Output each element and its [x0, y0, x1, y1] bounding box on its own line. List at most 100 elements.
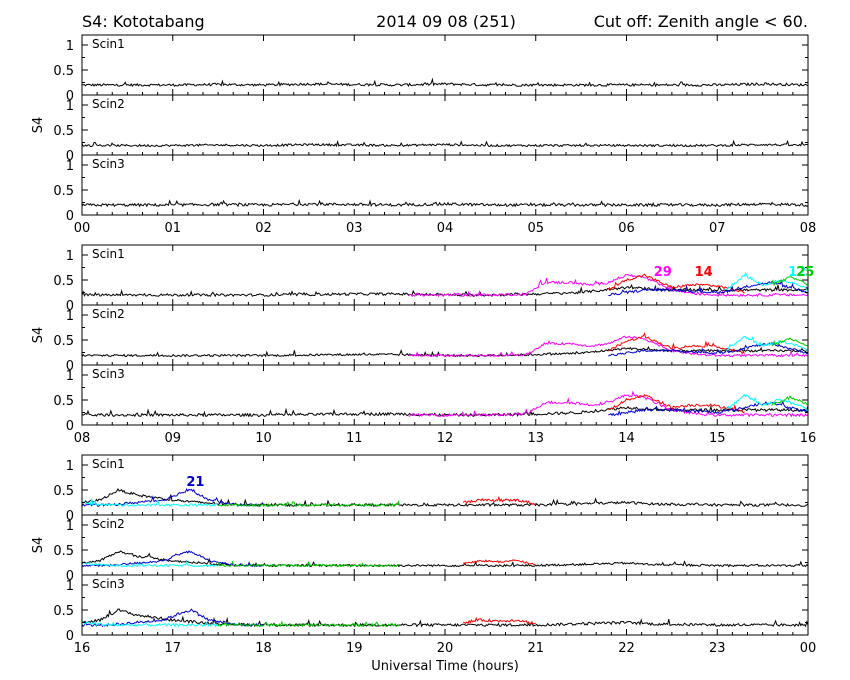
panel-label: Scin2	[92, 307, 125, 321]
series-line-c3	[81, 560, 219, 568]
series-line-c3	[726, 271, 809, 292]
y-tick-label: 0	[66, 419, 74, 434]
series-line-base	[81, 198, 809, 208]
x-tick-label: 08	[800, 221, 817, 236]
y-axis-title: S4	[31, 537, 46, 554]
y-tick-label: 0	[66, 569, 74, 584]
series-line-c4	[771, 337, 809, 347]
y-tick-label: 1	[66, 309, 74, 324]
x-tick-label: 22	[618, 641, 635, 656]
series-line-base	[81, 77, 809, 88]
x-tick-label: 23	[709, 641, 726, 656]
panel-1-scin2: 0 0.5 1 Scin2	[53, 94, 809, 164]
series-line-base	[81, 608, 809, 628]
x-axis-title: Universal Time (hours)	[371, 659, 519, 674]
panel-3-scin1: 0 0.5 1 Scin1 21	[53, 454, 809, 524]
x-tick-label: 06	[618, 221, 635, 236]
x-tick-label: 12	[437, 431, 454, 446]
x-tick-label: 03	[346, 221, 363, 236]
header-station: S4: Kototabang	[82, 12, 205, 31]
series-line-c2	[608, 332, 745, 355]
x-tick-label: 19	[346, 641, 363, 656]
y-tick-label: 0.5	[53, 484, 74, 499]
y-tick-label: 0.5	[53, 394, 74, 409]
panel-label: Scin3	[92, 367, 125, 381]
y-tick-label: 0.5	[53, 184, 74, 199]
header-date: 2014 09 08 (251)	[376, 12, 516, 31]
x-tick-label: 21	[527, 641, 544, 656]
x-tick-label: 17	[164, 641, 181, 656]
y-tick-label: 0.5	[53, 544, 74, 559]
series-line-base	[81, 139, 809, 148]
y-tick-label: 1	[66, 459, 74, 474]
x-tick-label: 08	[74, 431, 91, 446]
series-line-base	[81, 488, 809, 508]
series-line-c2	[463, 559, 537, 566]
y-tick-label: 0.5	[53, 274, 74, 289]
y-tick-label: 1	[66, 369, 74, 384]
prn-label-14: 14	[695, 265, 713, 280]
series-line-c2	[608, 273, 745, 294]
y-tick-label: 0	[66, 509, 74, 524]
series-line-c4	[218, 500, 401, 508]
chart-group-1: 0 0.5 1 Scin1 0 0.5 1 Scin2 0 0.5 1 Scin3 00 01 02 03 04…	[31, 34, 817, 236]
series-line-c2	[608, 394, 745, 414]
x-tick-label: 00	[74, 221, 91, 236]
y-tick-label: 0.5	[53, 64, 74, 79]
x-tick-label: 14	[618, 431, 635, 446]
series-line-c3	[81, 621, 219, 628]
series-line-c2	[462, 495, 537, 506]
series-line-c3	[726, 393, 809, 411]
panel-3-scin2: 0 0.5 1 Scin2	[53, 514, 809, 584]
chart-group-3: 0 0.5 1 Scin1 21 0 0.5 1 Scin2 0 0.5 1 Scin3 16 17 18 19…	[31, 454, 816, 656]
x-tick-label: 11	[346, 431, 363, 446]
series-line-c1	[408, 335, 808, 358]
series-line-c2	[463, 616, 536, 625]
y-tick-label: 0	[66, 89, 74, 104]
panel-frame	[81, 574, 809, 636]
y-tick-label: 0.5	[53, 334, 74, 349]
panel-frame	[81, 154, 809, 216]
x-tick-label: 01	[164, 221, 181, 236]
y-tick-label: 0.5	[53, 124, 74, 139]
x-tick-label: 04	[437, 221, 454, 236]
header-cutoff: Cut off: Zenith angle < 60.	[594, 12, 808, 31]
series-line-c1	[408, 390, 809, 418]
panel-2-scin2: 0 0.5 1 Scin2	[53, 304, 809, 374]
series-line-c3	[726, 335, 809, 352]
panel-1-scin3: 0 0.5 1 Scin3	[53, 154, 809, 224]
y-tick-label: 1	[66, 39, 74, 54]
series-line-c3	[81, 498, 219, 508]
x-tick-label: 16	[800, 431, 817, 446]
series-line-base	[81, 405, 809, 418]
y-tick-label: 1	[66, 99, 74, 114]
y-axis-title: S4	[31, 117, 46, 134]
y-tick-label: 0	[66, 149, 74, 164]
x-tick-label: 10	[255, 431, 272, 446]
y-tick-label: 1	[66, 249, 74, 264]
prn-label-21: 21	[186, 475, 204, 490]
panel-label: Scin3	[92, 157, 125, 171]
y-tick-label: 1	[66, 519, 74, 534]
series-line-c4	[771, 395, 809, 406]
prn-label-25: 25	[796, 265, 814, 280]
y-tick-label: 0	[66, 299, 74, 314]
panel-label: Scin2	[92, 517, 125, 531]
y-tick-label: 0	[66, 359, 74, 374]
panel-3-scin3: 0 0.5 1 Scin3	[53, 574, 809, 644]
y-tick-label: 0	[66, 209, 74, 224]
prn-label-12: 12	[788, 265, 806, 280]
x-tick-label: 07	[709, 221, 726, 236]
series-line-c4	[771, 276, 809, 287]
prn-label-29: 29	[654, 265, 672, 280]
x-tick-label: 13	[527, 431, 544, 446]
panel-2-scin3: 0 0.5 1 Scin3	[53, 364, 809, 434]
series-line-c4	[217, 620, 400, 628]
panel-label: Scin3	[92, 577, 125, 591]
x-tick-label: 18	[255, 641, 272, 656]
series-line-base	[81, 550, 809, 568]
y-tick-label: 0	[66, 629, 74, 644]
